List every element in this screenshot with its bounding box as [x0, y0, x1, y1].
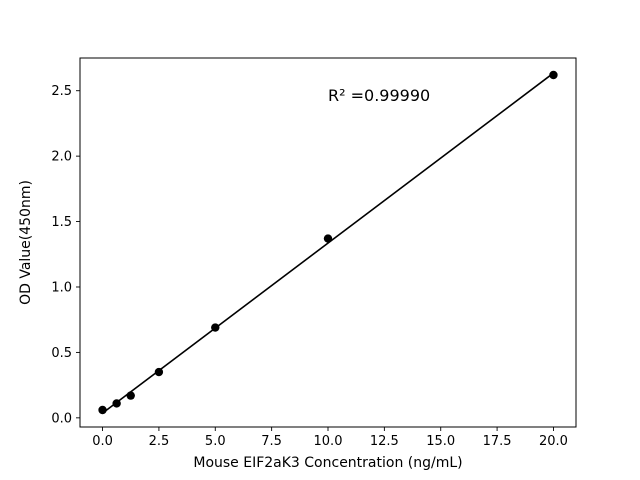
data-point: [154, 367, 164, 377]
x-tick-label: 5.0: [205, 434, 226, 449]
plot-frame: [79, 57, 577, 428]
y-tick-label: 1.5: [51, 215, 72, 230]
data-point: [323, 234, 333, 243]
x-tick-label: 20.0: [539, 434, 568, 449]
data-point: [211, 323, 220, 332]
x-tick-label: 7.5: [261, 434, 282, 449]
data-point: [126, 391, 135, 400]
x-tick-label: 12.5: [370, 434, 399, 449]
y-tick-label: 2.0: [51, 150, 72, 165]
y-tick-label: 1.0: [51, 280, 72, 295]
r-squared-annotation: R² =0.99990: [328, 86, 430, 105]
y-tick-label: 0.5: [51, 346, 72, 361]
data-point: [549, 70, 558, 80]
fit-line: [102, 72, 554, 414]
y-tick-label: 2.5: [51, 84, 72, 99]
y-axis-label: OD Value(450nm): [18, 180, 34, 305]
data-point: [112, 399, 121, 408]
x-tick-label: 0.0: [92, 434, 113, 449]
data-point: [98, 405, 107, 415]
x-axis-label: Mouse EIF2aK3 Concentration (ng/mL): [193, 455, 462, 471]
y-tick-label: 0.0: [51, 411, 72, 426]
x-tick-label: 2.5: [149, 434, 170, 449]
x-tick-label: 17.5: [483, 434, 512, 449]
x-tick-label: 15.0: [426, 434, 455, 449]
x-tick-label: 10.0: [314, 434, 343, 449]
